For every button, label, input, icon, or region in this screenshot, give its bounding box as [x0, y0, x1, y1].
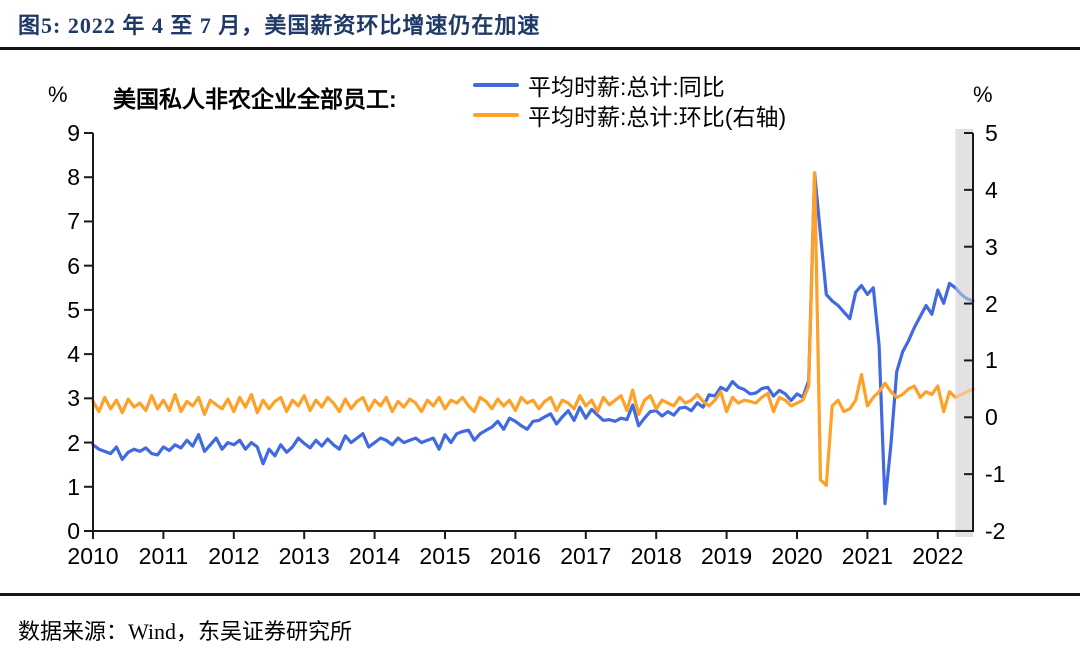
chart-header: 美国私人非农企业全部员工:	[113, 86, 397, 112]
legend: 平均时薪:总计:同比 平均时薪:总计:环比(右轴)	[473, 70, 786, 130]
x-axis-label: 2012	[208, 543, 260, 569]
left-axis-label: 5	[67, 296, 80, 323]
x-axis-label: 2014	[349, 543, 401, 569]
x-axis-label: 2019	[701, 543, 753, 569]
left-axis-label: 9	[67, 120, 80, 146]
figure-title: 图5: 2022 年 4 至 7 月，美国薪资环比增速仍在加速	[18, 13, 541, 38]
bottom-divider	[0, 593, 1080, 596]
left-axis-label: 7	[67, 208, 80, 235]
left-axis-label: 8	[67, 164, 80, 191]
left-axis-label: 2	[67, 429, 80, 456]
right-axis-label: 4	[985, 176, 998, 203]
right-axis-unit: %	[973, 82, 993, 107]
x-axis-label: 2011	[138, 543, 189, 569]
x-axis-label: 2017	[560, 543, 612, 569]
legend-item-mom: 平均时薪:总计:环比(右轴)	[473, 100, 786, 130]
x-axis-label: 2018	[630, 543, 682, 569]
left-axis-label: 0	[67, 518, 80, 544]
right-axis-label: 1	[985, 347, 998, 374]
legend-item-yoy: 平均时薪:总计:同比	[473, 70, 786, 100]
x-axis-label: 2013	[278, 543, 330, 569]
mom-legend-label: 平均时薪:总计:环比(右轴)	[528, 104, 787, 130]
x-axis-label: 2016	[489, 543, 541, 569]
x-axis-label: 2010	[67, 543, 119, 569]
x-axis-label: 2021	[841, 543, 893, 569]
left-axis-label: 1	[67, 473, 80, 500]
mom-line-sample	[473, 113, 519, 117]
data-source: 数据来源：Wind，东吴证券研究所	[18, 619, 352, 644]
highlight-band-overlay	[955, 129, 973, 537]
plot-canvas	[84, 129, 975, 539]
left-axis-label: 6	[67, 252, 80, 279]
yoy-line-sample	[473, 83, 519, 87]
right-axis-label: -1	[985, 461, 1006, 488]
left-axis-label: 4	[67, 341, 80, 368]
mom-line-series	[91, 171, 975, 488]
left-axis-unit: %	[48, 82, 68, 107]
yoy-line-series	[91, 171, 975, 506]
right-axis-label: 2	[985, 290, 998, 317]
x-axis-label: 2020	[771, 543, 823, 569]
wage-chart: % % 美国私人非农企业全部员工: 平均时薪:总计:同比 平均时薪:总计:环比(…	[0, 50, 1080, 590]
right-axis-label: -2	[985, 518, 1006, 544]
x-axis-label: 2015	[419, 543, 471, 569]
highlight-band	[955, 129, 973, 537]
right-axis-label: 3	[985, 233, 998, 260]
right-axis-label: 5	[985, 120, 998, 146]
left-axis-label: 3	[67, 385, 80, 412]
right-axis-label: 0	[985, 404, 998, 431]
x-axis-label: 2022	[912, 543, 964, 569]
yoy-legend-label: 平均时薪:总计:同比	[528, 74, 725, 100]
title-divider	[0, 47, 1080, 50]
